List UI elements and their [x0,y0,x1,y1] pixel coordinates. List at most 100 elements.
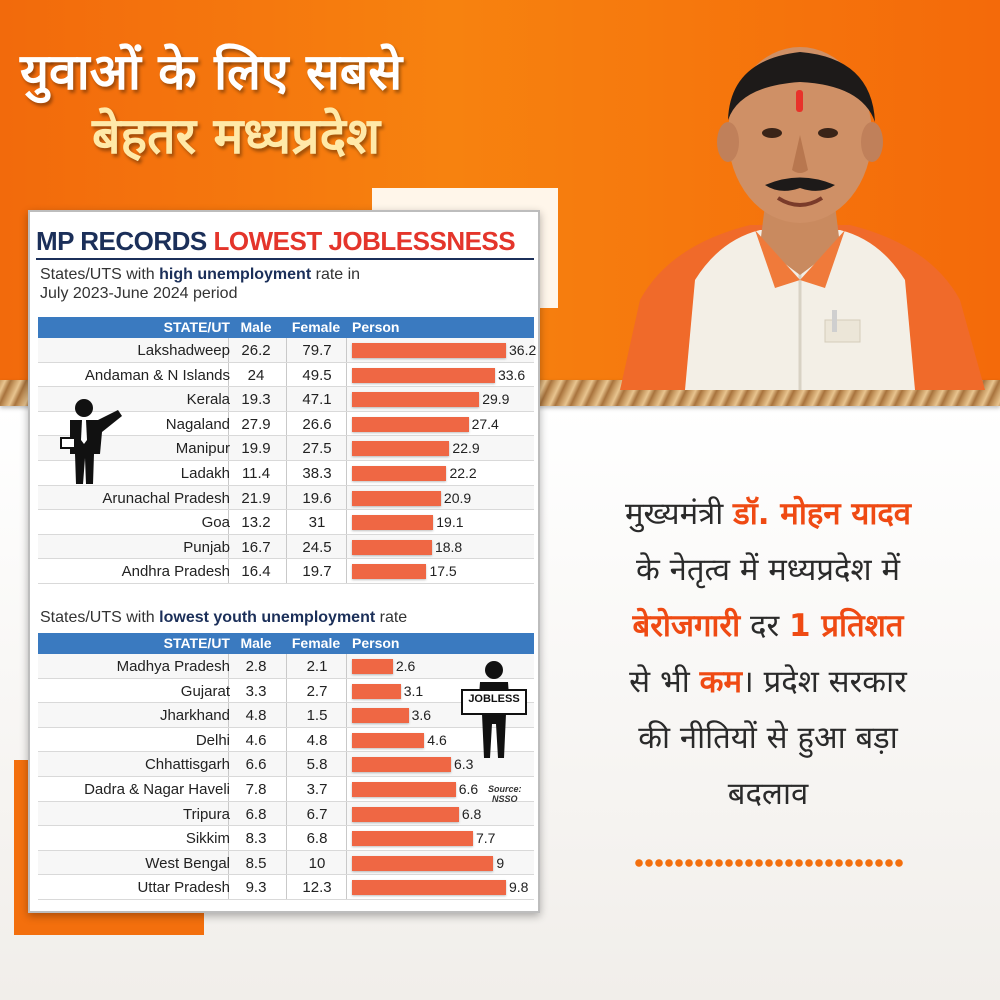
state-name: Andaman & N Islands [84,366,230,384]
person-value-label: 20.9 [443,489,472,506]
column-header: Female [291,319,341,335]
column-header: STATE/UT [163,319,230,335]
dotted-divider [634,858,904,868]
bar-cell: 29.9 [352,387,534,411]
bar-cell: 6.8 [352,802,534,826]
bar-cell: 33.6 [352,363,534,387]
female-rate: 2.7 [306,682,328,700]
table-row: Nagaland 27.9 26.6 27.4 [38,411,534,437]
male-rate: 7.8 [245,780,267,798]
male-rate: 16.7 [241,538,271,556]
bar-cell: 19.1 [352,510,534,534]
female-rate: 2.1 [306,658,328,675]
female-rate: 4.8 [306,731,328,749]
column-divider [286,875,287,899]
state-name: Nagaland [165,415,230,433]
column-divider [346,362,347,387]
message-text: । प्रदेश सरकार [742,664,907,700]
column-divider [346,654,347,678]
column-divider [346,411,347,436]
male-rate: 4.6 [245,731,267,749]
column-header: Male [240,319,272,335]
table-row: Kerala 19.3 47.1 29.9 [38,387,534,412]
person-value-label: 3.1 [403,682,424,699]
column-header: STATE/UT [163,635,230,651]
column-divider [228,362,229,387]
female-rate: 24.5 [302,538,332,556]
female-rate: 49.5 [302,366,332,384]
column-divider [286,850,287,875]
table-body: Lakshadweep 26.2 79.7 36.2 Andaman & N Islan… [38,338,536,584]
person-value-label: 19.1 [436,514,464,531]
subtitle-post: rate [379,609,408,626]
headline: युवाओं के लिए सबसे बेहतर मध्यप्रदेश [20,40,560,168]
person-bar [352,757,451,773]
person-value-label: 22.2 [449,464,477,481]
source-label: Source: [488,784,522,794]
male-rate: 11.4 [241,464,271,482]
subtitle-post: rate in [315,266,361,283]
column-divider [286,485,287,510]
bar-cell: 17.5 [352,559,534,583]
female-rate: 79.7 [302,342,332,359]
column-divider [346,678,347,703]
person-bar [352,515,434,531]
table-row: Uttar Pradesh 9.3 12.3 9.8 [38,875,534,900]
bar-cell: 9.8 [352,875,534,899]
state-name: Manipur [175,440,230,458]
state-name: Andhra Pradesh [121,563,230,581]
person-bar [352,441,450,457]
person-bar [352,880,506,896]
bar-cell: 20.9 [352,486,534,510]
female-rate: 3.7 [306,780,328,798]
lowest-unemployment-subtitle: States/UTS with lowest youth unemploymen… [40,608,407,627]
column-divider [228,436,229,460]
message-line-4: से भी कम। प्रदेश सरकार [548,654,988,710]
message-line-5: की नीतियों से हुआ बड़ा [638,720,898,756]
column-divider [228,485,229,510]
column-divider [286,436,287,460]
person-value-label: 4.6 [427,731,447,748]
column-divider [286,411,287,436]
one-percent: 1 प्रतिशत [789,608,904,644]
state-name: Goa [201,514,230,532]
headline-line-1: युवाओं के लिए सबसे [20,43,403,101]
female-rate: 47.1 [302,391,332,409]
bar-cell: 9 [352,851,534,875]
cm-message: मुख्यमंत्री डॉ. मोहन यादव के नेतृत्व में… [548,486,988,822]
female-rate: 6.7 [306,805,328,823]
message-line-1: मुख्यमंत्री डॉ. मोहन यादव [548,486,988,542]
subtitle-pre: States/UTS with [40,609,155,626]
headline-line-2: बेहतर मध्यप्रदेश [92,107,381,165]
column-header: Female [291,635,341,651]
column-divider [346,776,347,801]
column-header: Person [352,635,400,651]
male-rate: 3.3 [245,682,267,700]
table-row: Lakshadweep 26.2 79.7 36.2 [38,338,536,363]
column-divider [346,534,347,559]
high-unemployment-table: STATE/UT Male Female Person Lakshadweep 26.2 7… [38,317,536,584]
column-divider [346,801,347,826]
bar-cell: 27.4 [352,412,534,436]
person-value-label: 27.4 [471,415,499,432]
person-value-label: 3.6 [411,707,432,724]
column-divider [346,727,347,752]
title-rule [36,258,534,260]
column-divider [228,850,229,875]
column-divider [346,703,347,727]
column-header: Person [352,319,400,335]
person-bar [352,781,456,797]
table-row: Andhra Pradesh 16.4 19.7 17.5 [38,559,534,584]
person-bar [352,367,495,383]
bar-cell: 18.8 [352,535,534,559]
column-divider [346,510,347,534]
male-rate: 2.8 [245,658,267,675]
person-bar [352,708,409,724]
subtitle-line-2: July 2023-June 2024 period [40,285,238,302]
column-divider [346,559,347,583]
column-header: Male [240,635,272,651]
column-divider [286,801,287,826]
column-divider [346,752,347,776]
female-rate: 38.3 [302,464,332,482]
column-divider [346,485,347,510]
